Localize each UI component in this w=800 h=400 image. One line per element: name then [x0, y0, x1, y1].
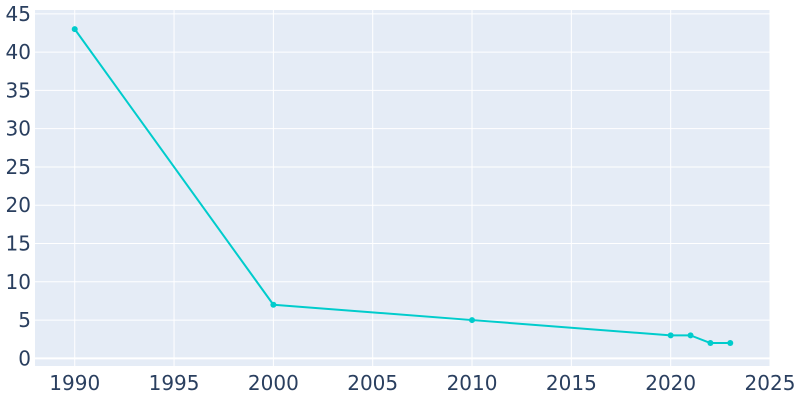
data-point — [270, 301, 277, 308]
data-point — [469, 317, 476, 324]
x-tick-label: 2025 — [745, 371, 796, 395]
x-gridlines — [74, 10, 771, 366]
data-point — [71, 26, 78, 33]
y-tick-label: 20 — [6, 193, 31, 217]
y-tick-label: 40 — [6, 40, 31, 64]
y-gridlines — [35, 13, 770, 360]
y-tick-label: 25 — [6, 155, 31, 179]
y-tick-label: 0 — [18, 346, 31, 370]
data-point — [727, 340, 734, 347]
x-tick-label: 2005 — [347, 371, 398, 395]
series-layer — [71, 26, 734, 347]
y-tick-label: 5 — [18, 308, 31, 332]
y-tick-label: 10 — [6, 270, 31, 294]
y-tick-label: 30 — [6, 117, 31, 141]
x-tick-label: 2010 — [447, 371, 498, 395]
plot-area — [35, 10, 770, 366]
x-tick-label: 1995 — [149, 371, 200, 395]
x-tick-label: 1990 — [49, 371, 100, 395]
data-point — [687, 332, 694, 339]
y-tick-label: 35 — [6, 78, 31, 102]
y-axis-tick-labels: 0 5 10 15 20 25 30 35 40 45 — [6, 2, 31, 371]
x-tick-label: 2000 — [248, 371, 299, 395]
data-point — [707, 340, 714, 347]
x-tick-label: 2015 — [546, 371, 597, 395]
x-axis-tick-labels: 1990 1995 2000 2005 2010 2015 2020 2025 — [49, 371, 795, 395]
data-point — [667, 332, 674, 339]
y-tick-label: 45 — [6, 2, 31, 26]
x-tick-label: 2020 — [645, 371, 696, 395]
y-tick-label: 15 — [6, 232, 31, 256]
